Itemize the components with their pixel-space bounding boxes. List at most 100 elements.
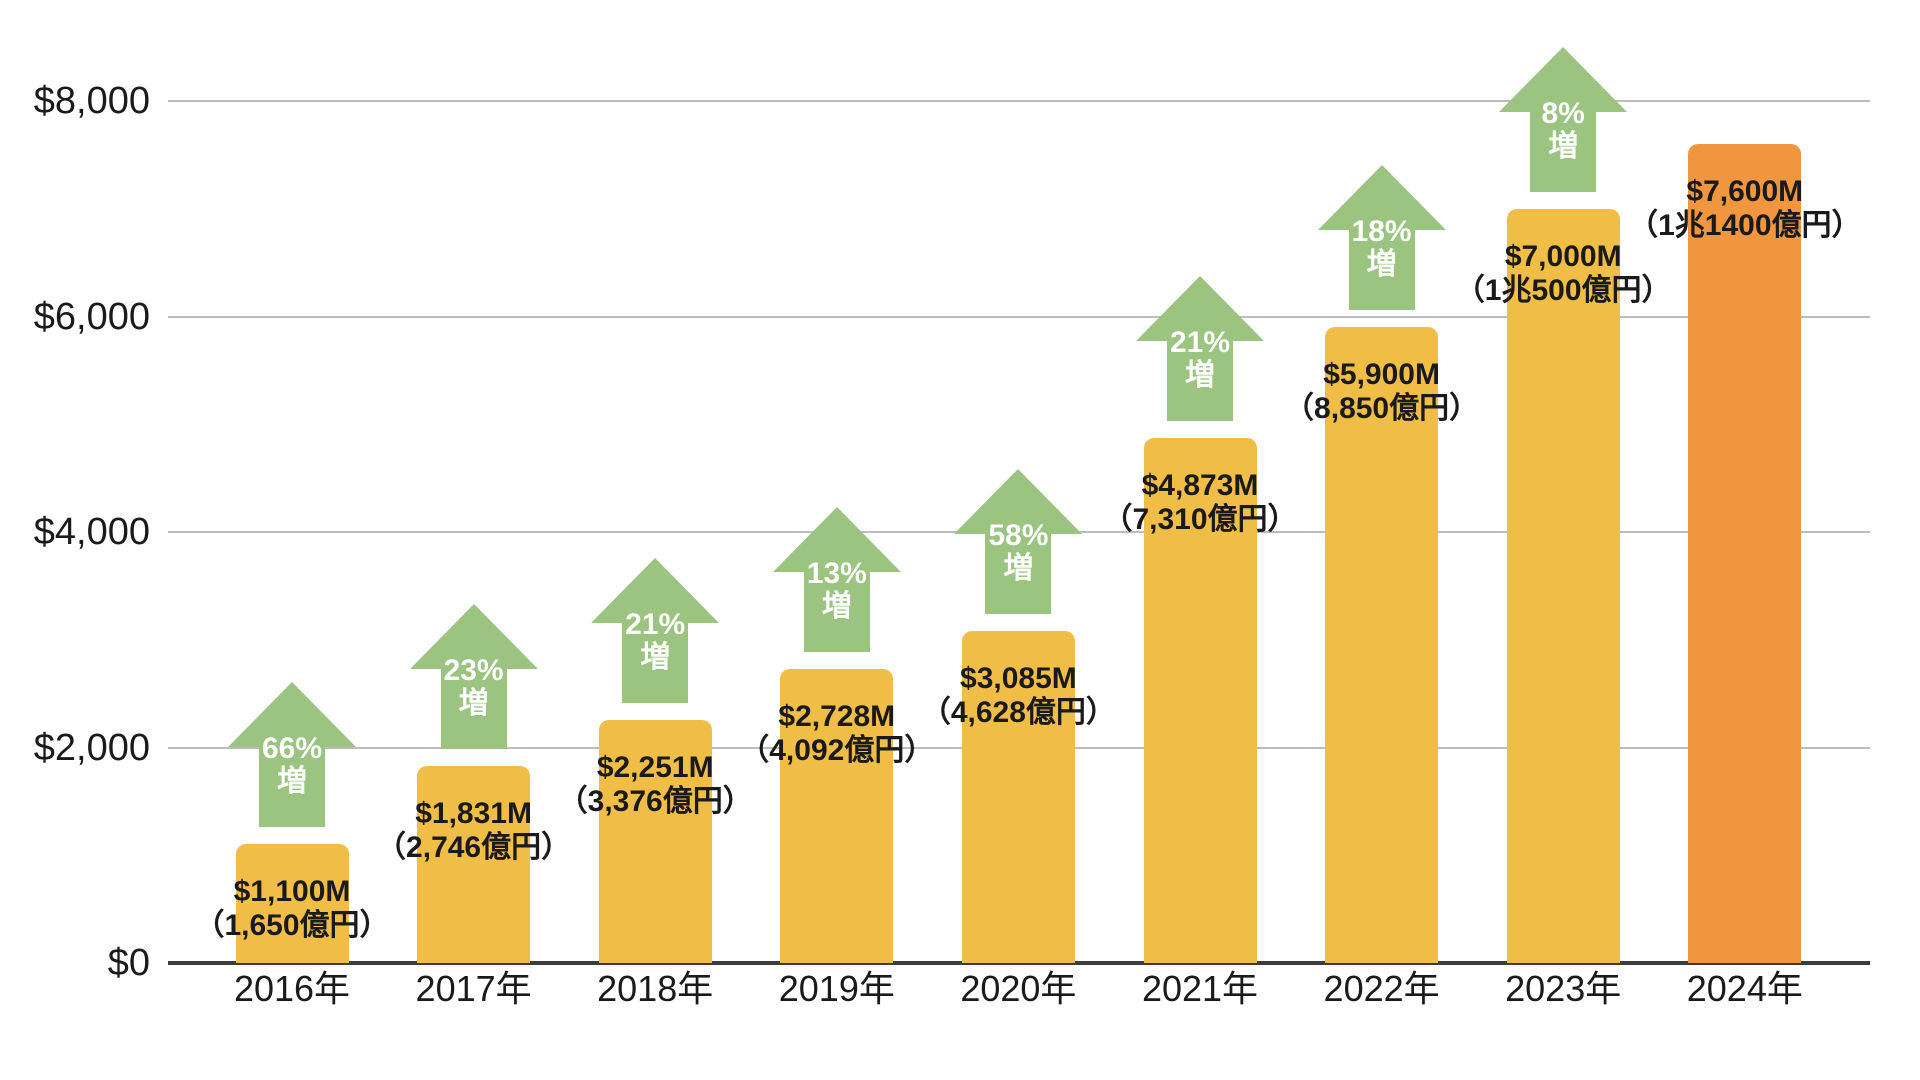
arrow-head [954,468,1083,534]
arrow-shaft [1530,110,1597,192]
arrow-shaft [622,622,689,704]
growth-percent-label: 21% 増 [1136,326,1264,392]
gridline [168,315,1870,318]
growth-percent-value: 21% [1169,325,1231,359]
arrow-head [1136,275,1264,341]
x-axis-category-label: 2022年 [1323,968,1440,1009]
bar-value-label: $7,600M （1兆1400億円） [1535,175,1920,243]
bar-2023年 [1506,208,1620,963]
growth-arrow-up-icon: 21% 増 [1136,275,1264,421]
growth-arrow-up-icon: 23% 増 [409,603,538,749]
arrow-head [409,603,538,669]
growth-percent-value: 8% [1541,96,1585,130]
growth-percent-label: 23% 増 [410,654,538,720]
growth-percent-label: 13% 増 [773,557,901,623]
bar-2021年 [1143,437,1257,963]
bar-value-jpy: （4,628億円） [920,695,1116,729]
growth-percent-suffix: 増 [1548,129,1579,163]
x-axis-category-label: 2016年 [233,968,351,1009]
y-axis-tick-label: $8,000 [33,80,150,122]
bar-value-jpy: （1兆500億円） [1454,273,1672,307]
growth-arrow-up-icon: 66% 増 [228,682,356,828]
bar-value-usd: $3,085M [960,661,1077,695]
arrow-shaft [985,532,1052,614]
bar-value-jpy: （1,650億円） [194,909,390,943]
growth-percent-value: 21% [625,608,686,642]
growth-percent-value: 18% [1351,215,1412,249]
growth-percent-suffix: 増 [277,765,307,799]
growth-percent-suffix: 増 [821,590,852,624]
bar-value-label: $4,873M （7,310億円） [990,469,1410,537]
bar-value-jpy: （7,310億円） [1102,502,1298,536]
growth-percent-label: 58% 増 [954,519,1082,585]
growth-arrow-up-icon: 13% 増 [772,507,901,653]
growth-percent-suffix: 増 [1366,248,1397,282]
bar-value-label: $2,728M （4,092億円） [627,700,1047,768]
bar-value-jpy: （8,850億円） [1284,392,1480,426]
y-axis-tick-label: $6,000 [33,295,150,338]
arrow-head [1317,165,1446,231]
bar-value-usd: $5,900M [1323,358,1440,392]
arrow-shaft [803,571,870,653]
y-axis-tick-label: $4,000 [33,511,150,553]
bar-value-usd: $7,000M [1504,239,1622,273]
arrow-shaft [1348,229,1415,311]
bar-value-label: $1,831M （2,746億円） [264,797,684,865]
growth-percent-suffix: 増 [1185,358,1215,392]
growth-percent-suffix: 増 [640,641,671,675]
bar-value-jpy: （3,376億円） [557,785,753,819]
bar-value-usd: $2,728M [778,700,896,734]
bar-2016年 [235,844,349,963]
growth-arrow-up-icon: 58% 増 [954,468,1083,614]
bar-value-label: $5,900M （8,850億円） [1172,358,1592,426]
growth-arrow-up-icon: 21% 増 [591,558,720,704]
x-axis-category-label: 2021年 [1141,968,1259,1009]
growth-percent-value: 23% [443,653,504,687]
growth-percent-label: 21% 増 [591,608,719,674]
bar-value-usd: $4,873M [1141,468,1259,502]
arrow-head [1499,46,1628,112]
growth-arrow-up-icon: 18% 増 [1317,165,1446,311]
growth-percent-suffix: 増 [458,686,489,720]
bar-2017年 [417,765,531,963]
x-axis-category-label: 2024年 [1686,968,1803,1009]
bar-value-usd: $2,251M [596,751,714,785]
growth-percent-value: 58% [988,518,1049,552]
growth-percent-suffix: 増 [1003,551,1034,585]
bar-2020年 [961,630,1075,963]
y-axis-tick-label: $0 [107,942,150,984]
bar-value-label: $7,000M （1兆500億円） [1353,240,1773,308]
bar-value-label: $2,251M （3,376億円） [445,751,865,819]
x-axis-category-label: 2017年 [415,968,532,1009]
growth-percent-value: 66% [261,732,323,766]
growth-percent-value: 13% [806,557,867,591]
bar-value-usd: $7,600M [1686,175,1804,209]
bar-value-jpy: （4,092億円） [739,734,935,768]
arrow-shaft [259,746,325,828]
bar-value-jpy: （1兆1400億円） [1628,209,1862,243]
bar-value-usd: $1,100M [233,875,351,909]
arrow-shaft [1167,339,1233,421]
x-axis-category-label: 2023年 [1505,968,1622,1009]
growth-arrow-up-icon: 8% 増 [1499,46,1628,192]
arrow-head [772,507,901,573]
x-axis-category-label: 2020年 [960,968,1077,1009]
bar-2018年 [598,720,712,963]
x-axis-category-label: 2018年 [597,968,714,1009]
x-axis-category-label: 2019年 [778,968,895,1009]
gridline [168,100,1870,102]
growth-percent-label: 66% 増 [228,732,356,798]
growth-percent-label: 8% 増 [1499,97,1627,163]
x-axis-line [168,961,1870,965]
bar-value-usd: $1,831M [415,796,532,830]
bar-2022年 [1325,327,1439,963]
arrow-head [228,682,356,748]
bar-2019年 [780,669,894,963]
bar-value-jpy: （2,746億円） [376,830,572,864]
arrow-shaft [440,667,507,749]
growth-percent-label: 18% 増 [1318,215,1446,281]
arrow-head [591,558,720,624]
bar-value-label: $1,100M （1,650億円） [82,875,502,943]
